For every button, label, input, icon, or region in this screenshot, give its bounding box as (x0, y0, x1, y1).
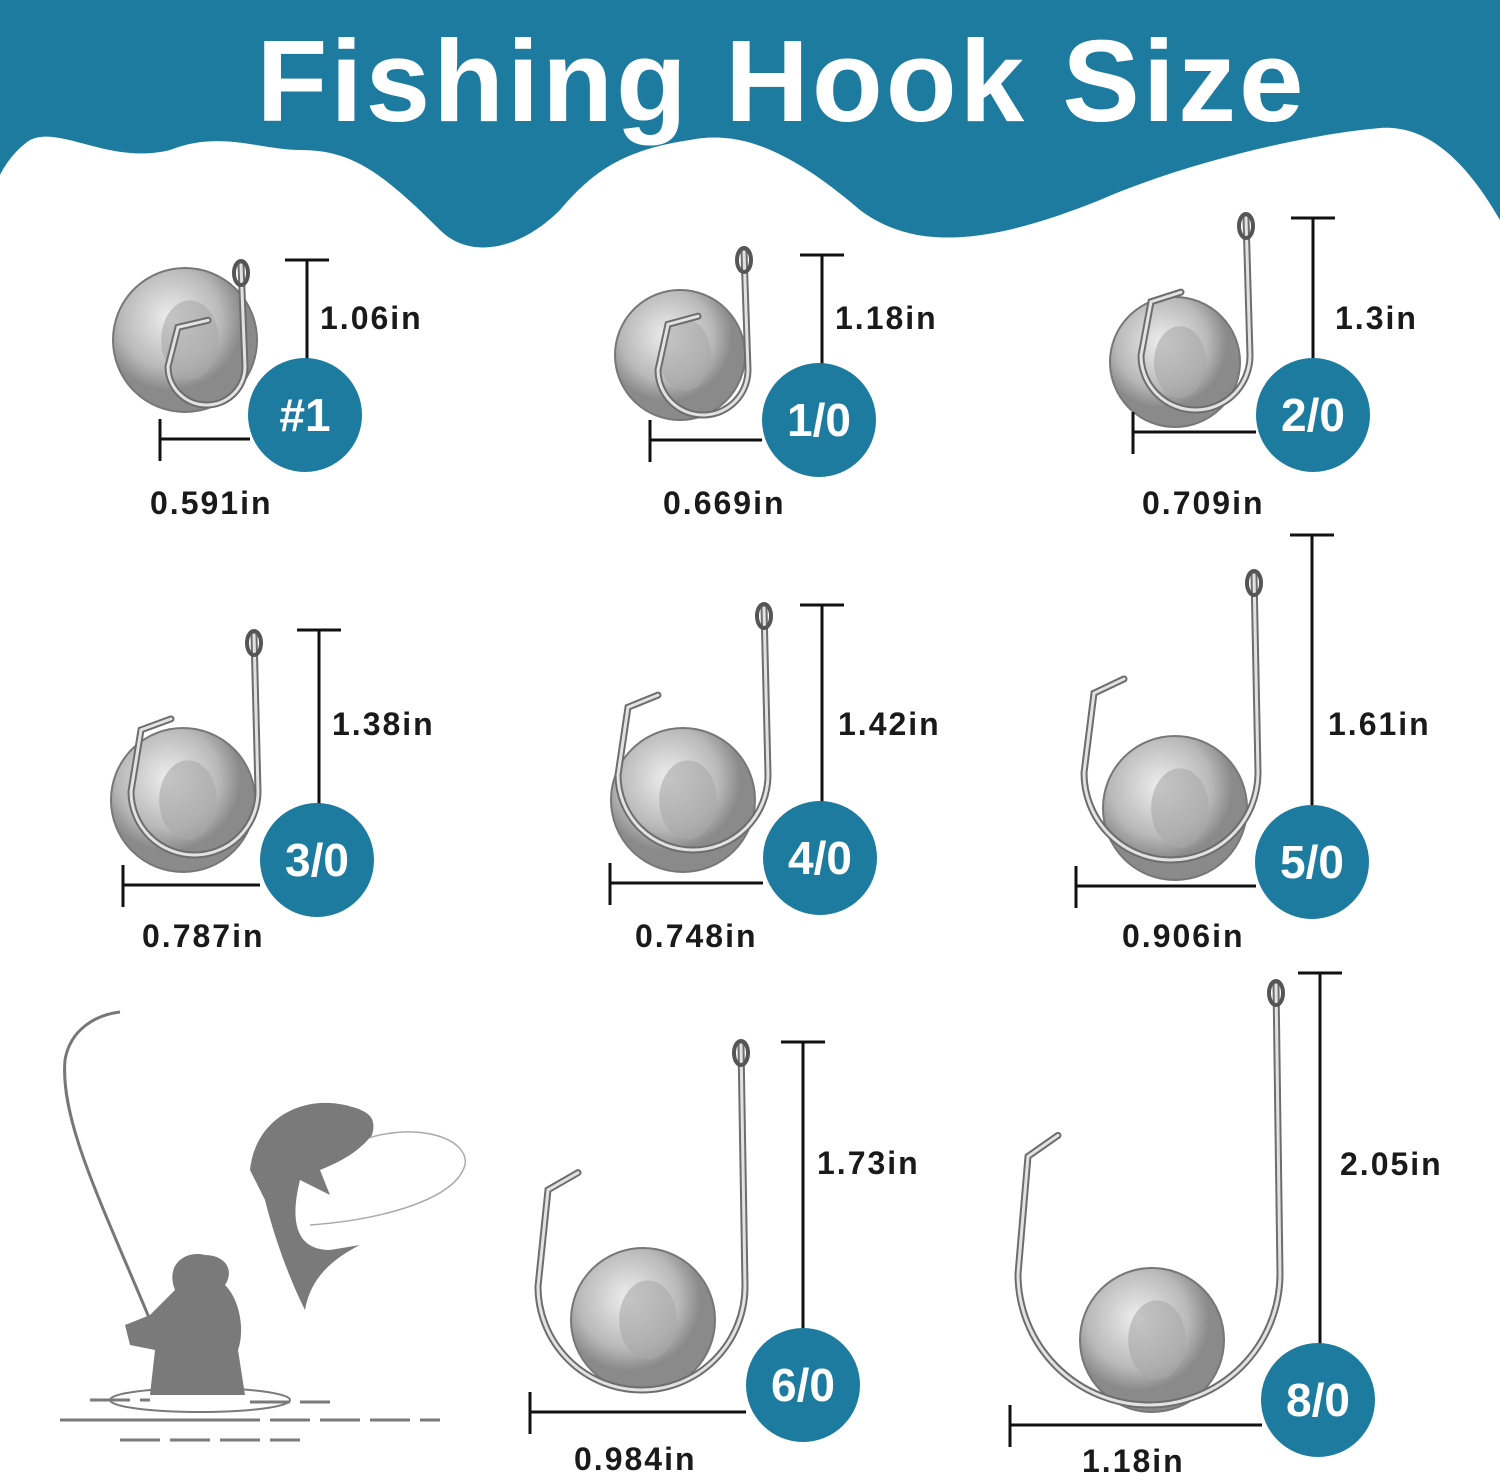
width-label: 0.591in (150, 485, 273, 521)
hook-highlight (656, 250, 750, 417)
fishing-rod-icon (63, 1010, 152, 1321)
hook-eye (1245, 569, 1263, 597)
fisherman-silhouette-icon (125, 1254, 245, 1395)
width-label: 0.984in (574, 1441, 697, 1477)
width-label: 0.669in (663, 485, 786, 521)
coin-portrait (1128, 1300, 1186, 1380)
width-label: 0.906in (1122, 918, 1245, 954)
width-label: 1.18in (1082, 1443, 1185, 1479)
coin-portrait (1154, 326, 1206, 398)
water-ring (109, 1387, 291, 1413)
hook-size-badge: 1/0 (762, 363, 876, 477)
length-label: 1.61in (1328, 706, 1431, 742)
hook-eye (1237, 212, 1255, 240)
length-label: 1.18in (835, 300, 938, 336)
hook-highlight (536, 1043, 747, 1392)
width-label: 0.787in (142, 918, 265, 954)
hook-highlight (616, 606, 770, 852)
hook-size-badge: 5/0 (1255, 805, 1369, 919)
hook-eye (755, 602, 773, 630)
jumping-fish-icon (250, 1102, 374, 1310)
hook-eye (232, 259, 250, 287)
hook-highlight (1016, 983, 1282, 1407)
hook-eye (1267, 979, 1285, 1007)
fishing-line (309, 1131, 466, 1226)
length-label: 2.05in (1340, 1146, 1443, 1182)
page-title: Fishing Hook Size (256, 16, 1307, 146)
coin-portrait (1151, 768, 1209, 848)
hook-eye (245, 629, 263, 657)
length-label: 1.42in (838, 706, 941, 742)
hook-size-badge: 2/0 (1256, 358, 1370, 472)
coin-portrait (619, 1280, 677, 1360)
length-label: 1.06in (320, 300, 423, 336)
hook-size-badge: 8/0 (1261, 1343, 1375, 1457)
width-label: 0.709in (1142, 485, 1265, 521)
width-label: 0.748in (635, 918, 758, 954)
length-label: 1.3in (1335, 300, 1418, 336)
water-ripples (60, 1398, 440, 1442)
hook-highlight (1082, 573, 1260, 862)
coin-portrait (159, 760, 217, 840)
coin-portrait (659, 760, 717, 840)
hook-highlight (1139, 216, 1252, 412)
hook-size-badge: 4/0 (763, 801, 877, 915)
hook-eye (735, 246, 753, 274)
hook-size-badge: 3/0 (260, 803, 374, 917)
hook-size-badge: 6/0 (746, 1328, 860, 1442)
length-label: 1.38in (332, 706, 435, 742)
hook-highlight (166, 263, 247, 407)
hook-eye (732, 1039, 750, 1067)
coin-portrait (659, 319, 711, 391)
hook-highlight (129, 633, 260, 857)
hook-size-badge: #1 (248, 358, 362, 472)
length-label: 1.73in (817, 1145, 920, 1181)
